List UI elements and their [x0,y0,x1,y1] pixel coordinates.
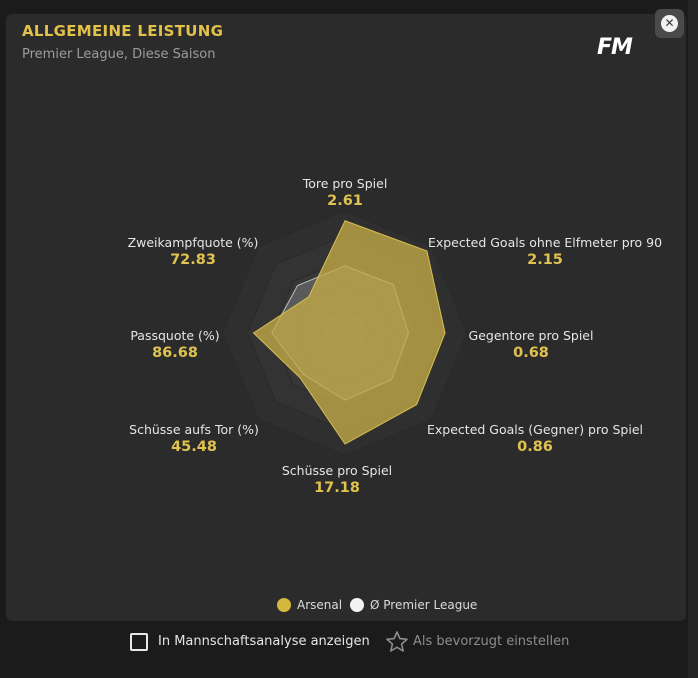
panel-subtitle: Premier League, Diese Saison [22,47,216,62]
axis-value: 45.48 [171,439,217,455]
team-analysis-label[interactable]: In Mannschaftsanalyse anzeigen [158,634,370,649]
axis-value: 17.18 [314,480,360,496]
star-icon[interactable] [385,630,409,654]
axis-value: 72.83 [170,252,216,268]
axis-name: Schüsse aufs Tor (%) [129,422,259,437]
axis-name: Expected Goals (Gegner) pro Spiel [427,422,643,437]
favorite-label[interactable]: Als bevorzugt einstellen [413,634,570,649]
axis-value: 0.68 [513,345,549,361]
axis-value: 0.86 [517,439,553,455]
legend-item-league: Ø Premier League [350,598,477,612]
axis-name: Tore pro Spiel [302,176,388,191]
team-area [252,220,446,445]
axis-label: Tore pro Spiel 2.61 [195,176,495,209]
legend-item-team: Arsenal [277,598,342,612]
axis-value: 2.15 [527,252,563,268]
axis-label: Gegentore pro Spiel 0.68 [381,328,681,361]
axis-name: Gegentore pro Spiel [468,328,594,343]
axis-value: 2.61 [327,193,363,209]
team-analysis-checkbox[interactable] [130,633,148,651]
axis-label: Schüsse aufs Tor (%) 45.48 [44,422,344,455]
axis-label: Expected Goals ohne Elfmeter pro 90 2.15 [395,235,695,268]
axis-label: Expected Goals (Gegner) pro Spiel 0.86 [385,422,685,455]
axis-name: Schüsse pro Spiel [281,463,393,478]
panel-title: ALLGEMEINE LEISTUNG [22,22,224,40]
axis-name: Zweikampfquote (%) [127,235,259,250]
axis-name: Passquote (%) [130,328,220,343]
axis-label: Zweikampfquote (%) 72.83 [43,235,343,268]
legend-team-label: Arsenal [297,598,343,612]
axis-value: 86.68 [152,345,198,361]
close-icon: ✕ [661,15,678,32]
legend-league-label: Ø Premier League [370,598,478,612]
team-color-dot [277,598,291,612]
axis-label: Passquote (%) 86.68 [25,328,325,361]
league-color-dot [350,598,364,612]
fm-logo: FM [597,35,633,60]
axis-label: Schüsse pro Spiel 17.18 [187,463,487,496]
axis-name: Expected Goals ohne Elfmeter pro 90 [427,235,663,250]
background-strip [688,0,698,678]
close-button[interactable]: ✕ [655,9,684,38]
footer-bar: In Mannschaftsanalyse anzeigen Als bevor… [0,630,698,656]
